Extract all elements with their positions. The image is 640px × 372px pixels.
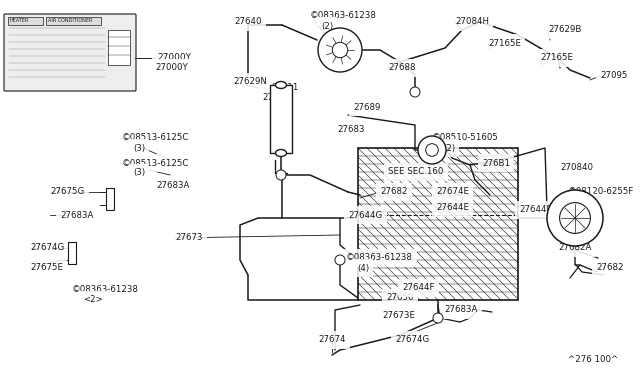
Text: 27673E: 27673E — [382, 311, 415, 320]
Text: 27683A: 27683A — [444, 305, 477, 314]
Text: (1): (1) — [578, 198, 590, 206]
Text: 27674: 27674 — [318, 336, 346, 344]
Text: ®08120-6255F: ®08120-6255F — [568, 187, 634, 196]
Text: 27674E: 27674E — [436, 187, 469, 196]
Text: 276B1: 276B1 — [482, 158, 510, 167]
Text: (4): (4) — [357, 263, 369, 273]
Text: SEE SEC.160: SEE SEC.160 — [388, 167, 444, 176]
Text: (3): (3) — [133, 144, 145, 153]
Text: HEATER: HEATER — [10, 19, 29, 23]
Text: (2): (2) — [321, 22, 333, 31]
Text: 27644G: 27644G — [348, 211, 382, 219]
Text: (2): (2) — [443, 144, 455, 153]
Text: ©08510-51605: ©08510-51605 — [432, 134, 499, 142]
Text: ^276 100^: ^276 100^ — [568, 356, 618, 365]
Text: 27689: 27689 — [353, 103, 380, 112]
Text: 27000Y: 27000Y — [157, 54, 191, 62]
Text: 27644E: 27644E — [436, 203, 469, 212]
Text: 27683: 27683 — [337, 125, 365, 135]
Bar — [68, 242, 76, 264]
Circle shape — [547, 190, 603, 246]
Text: ©08363-61238: ©08363-61238 — [72, 285, 139, 295]
Text: 27095: 27095 — [600, 71, 627, 80]
Bar — [8, 17, 43, 25]
Circle shape — [559, 203, 590, 233]
Text: 27629B: 27629B — [548, 26, 581, 35]
Text: ©08513-6125C: ©08513-6125C — [122, 158, 189, 167]
Ellipse shape — [275, 150, 287, 157]
Bar — [358, 148, 518, 300]
Bar — [46, 17, 101, 25]
Text: 27084H: 27084H — [455, 17, 489, 26]
Bar — [108, 30, 130, 65]
Text: AIR CONDITIONER: AIR CONDITIONER — [48, 19, 92, 23]
Text: 27682: 27682 — [596, 263, 623, 273]
Text: 27623: 27623 — [262, 93, 289, 102]
Text: 27165E: 27165E — [488, 38, 521, 48]
Text: 27000Y: 27000Y — [155, 64, 188, 73]
Text: 27682A: 27682A — [558, 244, 591, 253]
Circle shape — [335, 255, 345, 265]
Text: 27644F: 27644F — [519, 205, 552, 215]
Text: ©08363-61238: ©08363-61238 — [310, 12, 377, 20]
Circle shape — [433, 313, 443, 323]
Ellipse shape — [275, 81, 287, 89]
Text: ©08513-6125C: ©08513-6125C — [122, 134, 189, 142]
Text: 27673: 27673 — [175, 234, 202, 243]
Text: 27674G: 27674G — [30, 244, 64, 253]
Circle shape — [426, 144, 438, 156]
Text: (3): (3) — [133, 169, 145, 177]
Text: 27682: 27682 — [380, 187, 408, 196]
Circle shape — [276, 170, 286, 180]
Text: ©08363-61238: ©08363-61238 — [346, 253, 413, 263]
Text: 27675E: 27675E — [30, 263, 63, 273]
Text: 27650: 27650 — [387, 294, 413, 302]
Text: 27683A: 27683A — [156, 182, 189, 190]
Text: <2>: <2> — [83, 295, 103, 305]
Text: 270840: 270840 — [560, 164, 593, 173]
Circle shape — [318, 28, 362, 72]
Circle shape — [332, 42, 348, 58]
Text: 27629N: 27629N — [233, 77, 267, 87]
Text: 27683A: 27683A — [60, 211, 93, 219]
Text: 27644F: 27644F — [402, 283, 435, 292]
Text: 27688: 27688 — [388, 64, 415, 73]
Bar — [106, 188, 114, 210]
Text: 92311: 92311 — [271, 83, 298, 93]
Text: 27165E: 27165E — [540, 54, 573, 62]
Text: 27675G: 27675G — [50, 187, 84, 196]
Circle shape — [410, 87, 420, 97]
Bar — [270, 85, 292, 153]
Text: 27674G: 27674G — [395, 336, 429, 344]
FancyBboxPatch shape — [4, 14, 136, 91]
Text: 27640: 27640 — [234, 17, 262, 26]
Circle shape — [418, 136, 446, 164]
